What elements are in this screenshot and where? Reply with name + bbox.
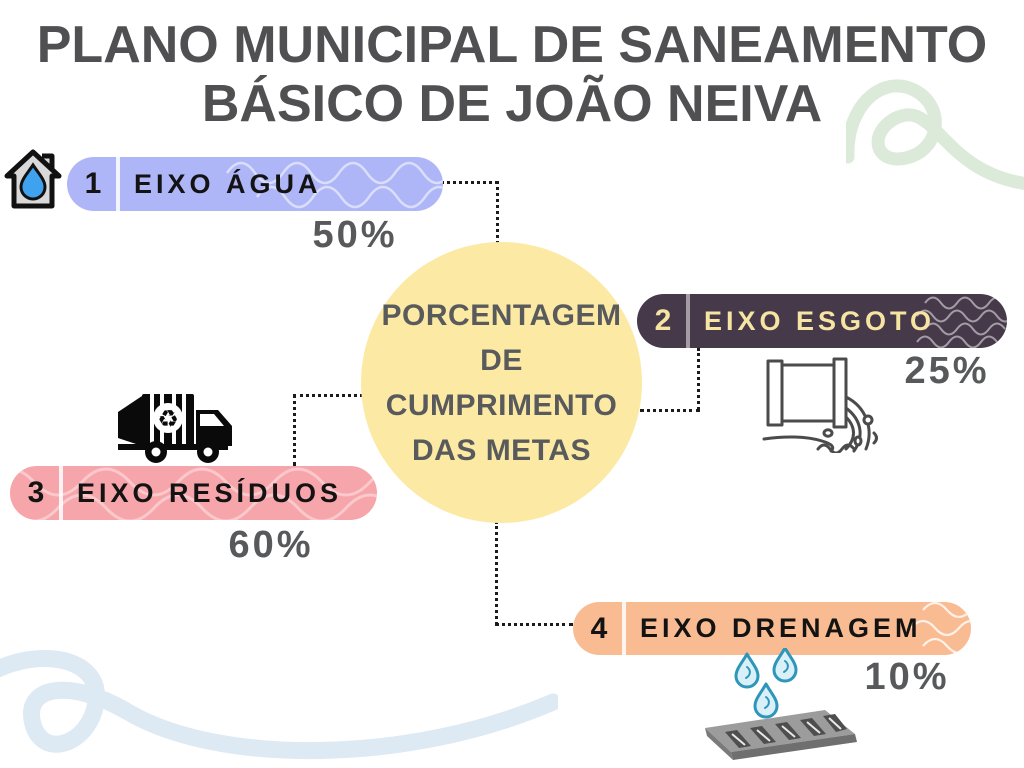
blue-squiggle-decoration	[0, 650, 558, 759]
connector-agua	[496, 181, 499, 244]
axis-pill-agua: 1 EIXO ÁGUA	[67, 157, 443, 211]
axis-number: 1	[84, 167, 102, 200]
house-water-drop-icon	[4, 149, 62, 209]
rain-drain-icon	[705, 648, 857, 760]
connector-drenagem	[495, 623, 573, 626]
wave-pattern	[910, 602, 971, 655]
connector-drenagem	[495, 521, 498, 625]
axis-label: EIXO RESÍDUOS	[77, 477, 343, 508]
wave-pattern	[10, 467, 377, 520]
center-circle-line1: PORCENTAGEM	[381, 298, 622, 332]
center-circle-line3: DAS METAS	[412, 433, 591, 467]
wave-pattern	[225, 161, 443, 209]
axis-number: 4	[590, 611, 608, 645]
axis-number: 2	[654, 304, 672, 337]
pill-separator	[59, 466, 63, 520]
axis-percentage: 50%	[312, 214, 398, 256]
axis-number: 3	[27, 476, 45, 509]
axis-label: EIXO ÁGUA	[134, 168, 322, 199]
garbage-truck-icon: ♻	[118, 394, 232, 463]
pill-separator	[686, 294, 690, 348]
wave-pattern	[916, 296, 1007, 348]
axis-percentage: 60%	[228, 524, 314, 566]
connector-esgoto	[640, 409, 700, 412]
page-title-line2: BÁSICO DE JOÃO NEIVA	[201, 75, 823, 133]
sewage-pipe-icon	[762, 357, 878, 453]
axis-pill-residuos: 3 EIXO RESÍDUOS	[10, 466, 377, 520]
connector-agua	[441, 181, 498, 184]
page-title-line1: PLANO MUNICIPAL DE SANEAMENTO	[36, 16, 988, 74]
pill-separator	[116, 157, 120, 211]
axis-pill-drenagem: 4 EIXO DRENAGEM	[573, 602, 971, 655]
connector-residuos	[293, 394, 363, 397]
page-title: PLANO MUNICIPAL DE SANEAMENTO BÁSICO DE …	[0, 16, 1024, 134]
axis-label: EIXO ESGOTO	[704, 305, 936, 336]
connector-residuos	[293, 394, 296, 466]
center-circle-line2: DE CUMPRIMENTO	[385, 343, 618, 422]
connector-esgoto	[697, 348, 700, 410]
pill-separator	[622, 602, 626, 655]
axis-pill-esgoto: 2 EIXO ESGOTO	[637, 294, 1007, 348]
axis-label: EIXO DRENAGEM	[640, 613, 922, 643]
axis-percentage: 25%	[904, 350, 990, 392]
axis-percentage: 10%	[864, 656, 950, 698]
svg-text:♻: ♻	[157, 405, 179, 433]
center-circle: PORCENTAGEM DE CUMPRIMENTO DAS METAS	[361, 242, 642, 523]
